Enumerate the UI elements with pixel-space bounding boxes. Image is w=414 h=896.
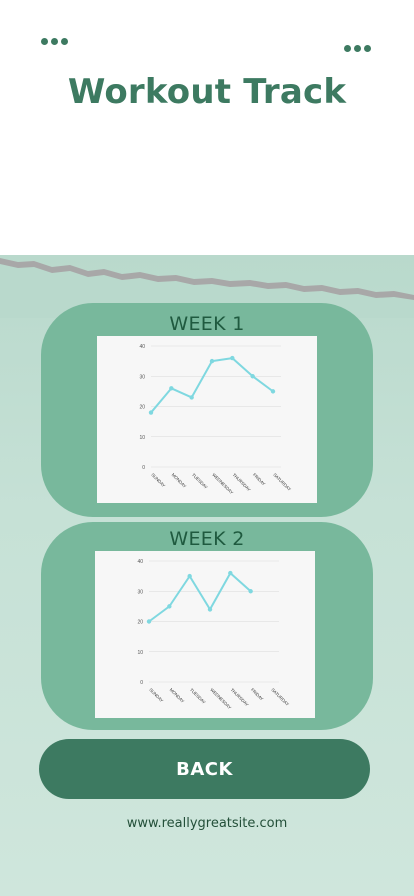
week-2-x-tick-label: TUESDAY bbox=[189, 687, 207, 705]
week-2-chart: 0 10 20 30 40 SUNDAY MONDAY TUESDAY WEDNESDAY THU… bbox=[95, 551, 315, 718]
week-2-y-tick-label: 0 bbox=[140, 680, 143, 686]
week-1-chart: 0 10 20 30 40 SUNDAY MONDAY TUESDAY WEDNESDAY THU… bbox=[97, 336, 317, 503]
week-2-series-line bbox=[148, 572, 252, 623]
week-1-x-tick-label: SUNDAY bbox=[150, 472, 166, 488]
header-area: Workout Track bbox=[0, 0, 414, 280]
week-2-data-point bbox=[167, 604, 172, 609]
week-2-x-tick-label: SUNDAY bbox=[148, 687, 164, 703]
week-1-y-tick-label: 30 bbox=[139, 374, 145, 380]
week-2-data-point bbox=[248, 589, 253, 594]
week-1-card: WEEK 1 0 10 20 30 40 SUNDAY MONDAY TUESDAY WEDNE… bbox=[41, 303, 373, 517]
week-2-data-point bbox=[146, 619, 152, 624]
week-2-y-tick-label: 30 bbox=[137, 589, 143, 595]
week-1-y-tick-label: 40 bbox=[139, 344, 145, 350]
week-1-x-tick-label: MONDAY bbox=[171, 472, 188, 489]
more-dots-icon[interactable] bbox=[41, 38, 68, 45]
week-1-x-tick-label: FRIDAY bbox=[252, 472, 267, 487]
week-1-x-tick-label: WEDNESDAY bbox=[211, 472, 234, 495]
week-1-data-point bbox=[270, 389, 276, 394]
week-2-x-tick-label: FRIDAY bbox=[250, 687, 265, 702]
week-2-x-tick-label: THURSDAY bbox=[230, 687, 250, 707]
week-2-card: WEEK 2 0 10 20 30 40 SUNDAY MONDAY TUESDAY WEDNE… bbox=[41, 522, 373, 730]
week-1-data-point bbox=[250, 374, 255, 379]
week-1-y-tick-label: 10 bbox=[139, 435, 145, 441]
week-2-y-tick-label: 10 bbox=[137, 650, 143, 656]
week-1-data-point bbox=[148, 410, 154, 415]
week-1-data-point bbox=[169, 386, 174, 391]
week-1-data-point bbox=[230, 355, 235, 361]
week-1-x-tick-label: SATURDAY bbox=[272, 472, 292, 492]
week-2-x-tick-label: WEDNESDAY bbox=[209, 687, 232, 710]
week-1-line-chart: 0 10 20 30 40 SUNDAY MONDAY TUESDAY WEDNESDAYTHU… bbox=[139, 344, 292, 495]
website-link[interactable]: www.reallygreatsite.com bbox=[126, 816, 288, 831]
week-1-x-tick-label: THURSDAY bbox=[232, 472, 252, 492]
week-2-y-tick-label: 20 bbox=[137, 620, 143, 626]
week-1-data-point bbox=[209, 358, 215, 364]
page-title: Workout Track bbox=[67, 72, 347, 112]
week-1-x-tick-label: TUESDAY bbox=[191, 472, 209, 490]
week-2-x-tick-label: SATURDAY bbox=[270, 687, 290, 707]
week-1-series-line bbox=[150, 357, 274, 414]
week-2-data-point bbox=[207, 607, 213, 612]
week-2-data-point bbox=[228, 570, 233, 576]
week-1-data-point bbox=[189, 395, 194, 400]
week-1-y-tick-label: 20 bbox=[139, 405, 145, 411]
more-dots-icon[interactable] bbox=[344, 45, 371, 52]
back-button[interactable]: BACK bbox=[39, 739, 370, 799]
week-2-line-chart: 0 10 20 30 40 SUNDAY MONDAY TUESDAY WEDNESDAYTHU… bbox=[137, 559, 290, 710]
week-2-x-tick-label: MONDAY bbox=[169, 687, 186, 704]
week-2-y-tick-label: 40 bbox=[137, 559, 143, 565]
week-2-data-point bbox=[187, 573, 192, 579]
week-1-y-tick-label: 0 bbox=[142, 465, 145, 471]
week-1-title: WEEK 1 bbox=[169, 313, 245, 335]
week-2-title: WEEK 2 bbox=[169, 528, 245, 550]
